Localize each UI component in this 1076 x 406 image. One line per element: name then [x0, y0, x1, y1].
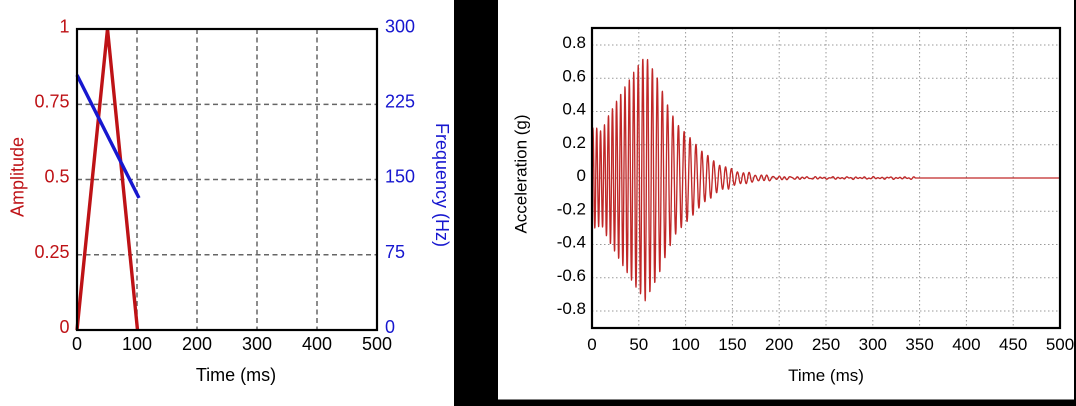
svg-text:225: 225 — [385, 92, 415, 112]
svg-text:0.25: 0.25 — [34, 242, 69, 262]
svg-text:450: 450 — [999, 335, 1027, 354]
svg-text:0: 0 — [59, 317, 69, 337]
svg-text:Time (ms): Time (ms) — [788, 366, 864, 385]
svg-text:150: 150 — [718, 335, 746, 354]
svg-text:400: 400 — [302, 334, 332, 354]
svg-text:-0.4: -0.4 — [557, 233, 586, 252]
svg-text:0: 0 — [385, 317, 395, 337]
svg-text:300: 300 — [242, 334, 272, 354]
svg-text:250: 250 — [812, 335, 840, 354]
svg-text:300: 300 — [859, 335, 887, 354]
svg-text:-0.6: -0.6 — [557, 266, 586, 285]
svg-text:500: 500 — [1046, 335, 1074, 354]
svg-text:-0.8: -0.8 — [557, 299, 586, 318]
svg-text:300: 300 — [385, 16, 415, 36]
svg-text:150: 150 — [385, 167, 415, 187]
svg-text:100: 100 — [671, 335, 699, 354]
svg-text:Frequency (Hz): Frequency (Hz) — [432, 123, 452, 247]
svg-text:Acceleration (g): Acceleration (g) — [512, 114, 531, 233]
svg-text:0.8: 0.8 — [562, 33, 586, 52]
svg-text:400: 400 — [952, 335, 980, 354]
svg-text:0.75: 0.75 — [34, 92, 69, 112]
svg-text:0.2: 0.2 — [562, 133, 586, 152]
svg-text:Time (ms): Time (ms) — [196, 365, 276, 385]
svg-text:500: 500 — [362, 334, 392, 354]
svg-text:Amplitude: Amplitude — [8, 137, 28, 217]
svg-text:0: 0 — [577, 166, 586, 185]
svg-text:0.6: 0.6 — [562, 66, 586, 85]
svg-text:100: 100 — [122, 334, 152, 354]
svg-text:75: 75 — [385, 242, 405, 262]
svg-text:-0.2: -0.2 — [557, 199, 586, 218]
svg-text:0: 0 — [587, 335, 596, 354]
svg-text:350: 350 — [905, 335, 933, 354]
svg-text:0.5: 0.5 — [44, 167, 69, 187]
svg-text:200: 200 — [182, 334, 212, 354]
svg-text:200: 200 — [765, 335, 793, 354]
svg-text:0: 0 — [72, 334, 82, 354]
svg-text:0.4: 0.4 — [562, 100, 586, 119]
svg-text:1: 1 — [59, 16, 69, 36]
svg-text:50: 50 — [629, 335, 648, 354]
